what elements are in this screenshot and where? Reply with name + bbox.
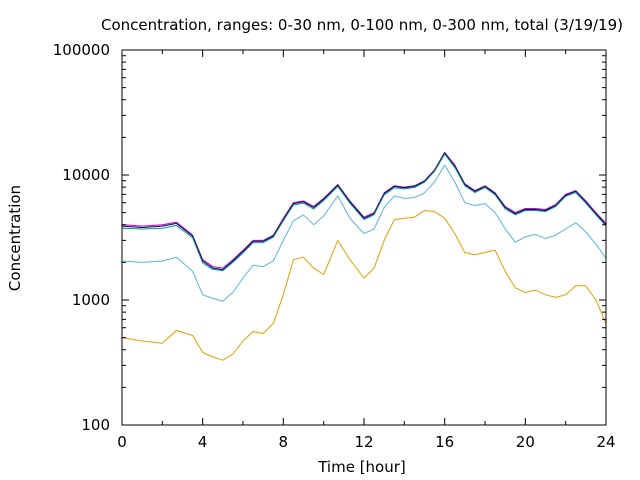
x-tick-label: 24	[596, 433, 615, 451]
y-tick-label: 100	[81, 416, 110, 434]
x-tick-label: 0	[117, 433, 127, 451]
x-tick-label: 20	[516, 433, 535, 451]
ticks-layer: 0 4 8 12 16 20 24 100 1000 10000 100000	[53, 41, 616, 451]
x-tick-label: 16	[435, 433, 454, 451]
x-tick-label: 4	[198, 433, 208, 451]
chart-title: Concentration, ranges: 0-30 nm, 0-100 nm…	[101, 16, 623, 34]
y-tick-label: 1000	[72, 291, 110, 309]
x-tick-label: 12	[354, 433, 373, 451]
series-line-1	[121, 151, 607, 269]
series-line-2	[121, 152, 607, 271]
series-line-5	[121, 210, 607, 361]
y-tick-label: 10000	[62, 166, 110, 184]
plot-frame	[121, 49, 607, 426]
series-line-4	[121, 164, 607, 302]
series-layer	[121, 151, 607, 361]
series-line-3	[121, 153, 607, 272]
y-tick-label: 100000	[53, 41, 110, 59]
x-axis-label: Time [hour]	[317, 458, 406, 476]
x-tick-label: 8	[279, 433, 289, 451]
y-axis-label: Concentration	[6, 185, 24, 291]
